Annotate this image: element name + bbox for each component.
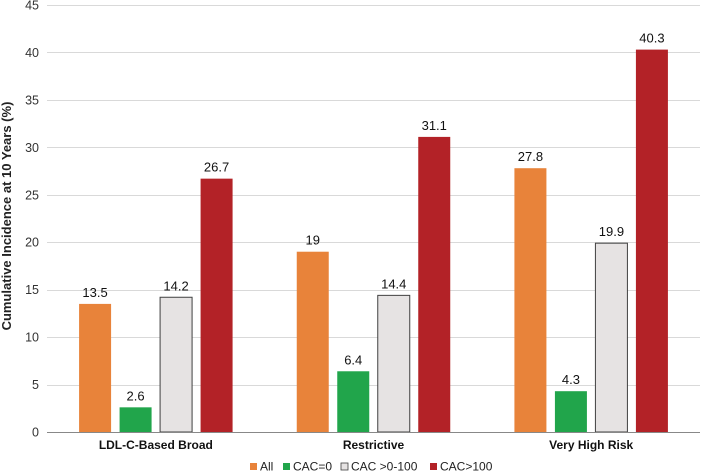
y-tick-label: 30 — [25, 141, 39, 155]
y-axis-label: Cumulative Incidence at 10 Years (%) — [0, 102, 14, 331]
legend: All CAC=0 CAC >0-100 CAC>100 — [250, 460, 493, 474]
legend-swatch — [250, 463, 257, 470]
bar-cac-0-100 — [594, 242, 628, 433]
bar-cac-100 — [635, 49, 668, 432]
y-tick-label: 10 — [25, 331, 39, 345]
y-axis-ticks: 0 5 10 15 20 25 30 35 40 45 — [25, 0, 39, 440]
data-label: 40.3 — [639, 31, 664, 46]
y-tick-label: 35 — [25, 93, 39, 107]
y-tick-label: 20 — [25, 236, 39, 250]
category-label: Restrictive — [343, 438, 405, 452]
bar-all — [296, 251, 329, 432]
legend-swatch — [340, 462, 349, 471]
data-label: 19.9 — [599, 224, 624, 239]
y-tick-label: 5 — [32, 378, 39, 392]
bar-cac-0-100 — [159, 296, 193, 433]
legend-swatch — [283, 463, 290, 470]
y-tick-label: 15 — [25, 283, 39, 297]
data-label: 13.5 — [82, 285, 107, 300]
bar-all — [514, 168, 547, 432]
data-label: 27.8 — [518, 149, 543, 164]
y-tick-label: 40 — [25, 46, 39, 60]
bar-cac-0 — [119, 407, 152, 432]
bar-cac-0 — [554, 391, 587, 432]
data-label: 6.4 — [344, 352, 362, 367]
data-label: 31.1 — [422, 118, 447, 133]
data-label: 14.4 — [381, 276, 406, 291]
data-label: 14.2 — [163, 278, 188, 293]
data-label: 2.6 — [127, 388, 145, 403]
data-label: 4.3 — [562, 372, 580, 387]
category-label: Very High Risk — [549, 438, 633, 452]
x-axis-categories: LDL-C-Based Broad Restrictive Very High Ri… — [99, 438, 634, 452]
y-tick-label: 25 — [25, 188, 39, 202]
bar-cac-100 — [418, 136, 451, 432]
legend-label: CAC>100 — [440, 460, 493, 474]
bar-cac-0 — [337, 371, 370, 432]
y-tick-label: 0 — [32, 426, 39, 440]
legend-label: All — [260, 460, 273, 474]
gridlines — [47, 5, 700, 386]
legend-label: CAC=0 — [293, 460, 332, 474]
bar-cac-100 — [200, 178, 233, 432]
bar-cac-0-100 — [377, 294, 411, 433]
data-label: 26.7 — [204, 160, 229, 175]
category-label: LDL-C-Based Broad — [99, 438, 213, 452]
legend-label: CAC >0-100 — [351, 460, 418, 474]
bars — [79, 49, 668, 433]
y-tick-label: 45 — [25, 0, 39, 13]
data-labels: 13.5 2.6 14.2 26.7 19 6.4 14.4 31.1 27.8 4.3 19.9 4… — [82, 31, 664, 404]
data-label: 19 — [306, 233, 320, 248]
legend-swatch — [430, 463, 437, 470]
bar-all — [79, 303, 112, 432]
